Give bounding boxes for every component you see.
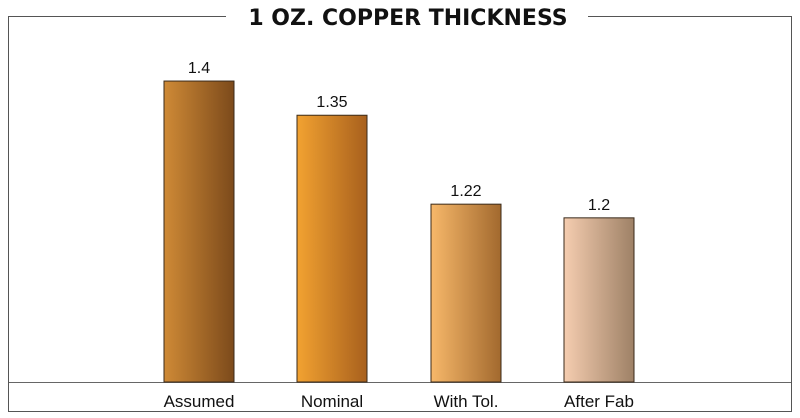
title-background	[226, 6, 588, 28]
value-label-3: 1.2	[588, 197, 610, 214]
value-label-2: 1.22	[450, 183, 481, 200]
bar-3	[563, 217, 635, 383]
value-label-0: 1.4	[188, 60, 210, 77]
chart-frame	[8, 16, 792, 412]
bars-group: 1.4 Assumed 1.35 Nominal 1.22 With Tol. 1.2 Aft…	[163, 60, 635, 411]
category-label-0: Assumed	[164, 392, 235, 411]
bar-1	[296, 114, 368, 383]
category-label-1: Nominal	[301, 392, 363, 411]
bar-2	[430, 203, 502, 383]
category-label-2: With Tol.	[434, 392, 499, 411]
category-label-3: After Fab	[564, 392, 634, 411]
value-label-1: 1.35	[316, 94, 347, 111]
chart-title: 1 OZ. COPPER THICKNESS	[248, 6, 567, 31]
bar-0	[163, 80, 235, 383]
